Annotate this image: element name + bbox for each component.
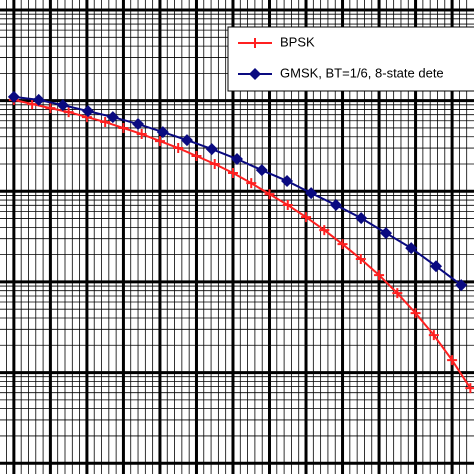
marker	[32, 93, 45, 106]
legend: BPSK GMSK, BT=1/6, 8-state dete	[227, 26, 474, 92]
marker	[430, 260, 443, 273]
marker	[447, 355, 458, 366]
marker	[27, 99, 38, 110]
marker	[156, 126, 169, 139]
marker	[173, 143, 184, 154]
marker	[250, 38, 260, 48]
marker	[281, 174, 294, 187]
marker	[63, 107, 74, 118]
marker	[82, 105, 95, 118]
marker	[337, 239, 348, 250]
marker	[301, 212, 312, 223]
marker	[106, 111, 119, 124]
marker	[355, 254, 366, 265]
marker	[410, 308, 421, 319]
marker	[45, 103, 56, 114]
legend-box	[227, 26, 474, 92]
legend-label: BPSK	[280, 34, 315, 49]
legend-label: GMSK, BT=1/6, 8-state dete	[280, 65, 444, 80]
marker	[7, 90, 20, 103]
marker	[379, 227, 392, 240]
marker	[405, 242, 418, 255]
marker	[231, 153, 243, 166]
marker	[255, 164, 268, 177]
marker	[209, 159, 220, 170]
marker	[355, 212, 368, 225]
marker	[100, 117, 111, 128]
marker	[264, 189, 275, 200]
marker	[154, 136, 165, 147]
marker	[319, 225, 330, 236]
marker	[56, 99, 69, 112]
marker	[191, 151, 202, 162]
marker	[227, 168, 238, 179]
marker	[249, 68, 261, 80]
marker	[428, 330, 439, 341]
marker	[205, 143, 218, 156]
marker	[374, 270, 385, 281]
marker	[329, 199, 342, 212]
marker	[132, 118, 145, 131]
marker	[282, 200, 293, 211]
marker	[392, 288, 403, 299]
marker	[180, 134, 193, 147]
marker	[118, 123, 129, 134]
marker	[305, 187, 318, 200]
marker	[455, 279, 468, 292]
marker	[136, 129, 147, 140]
marker	[246, 178, 257, 189]
